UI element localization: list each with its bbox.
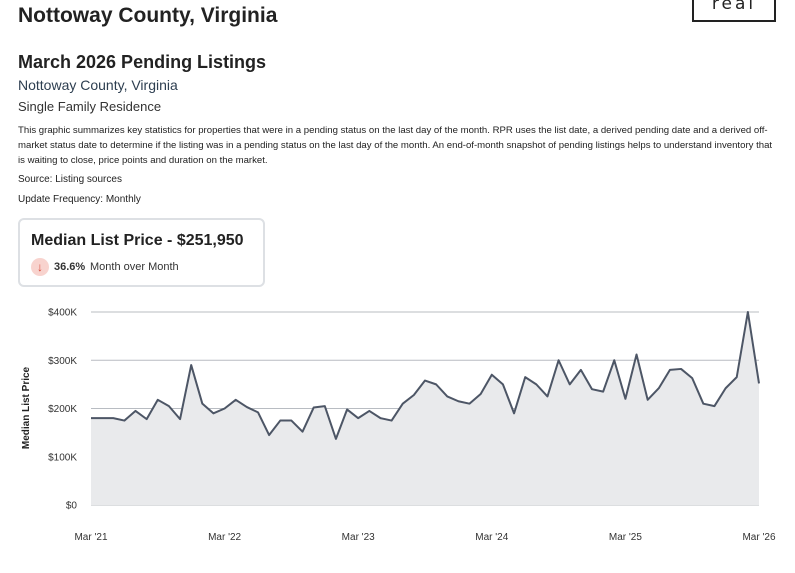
y-tick-label: $100K xyxy=(48,452,77,463)
x-tick-label: Mar '21 xyxy=(74,532,107,543)
county-title: Nottoway County, Virginia xyxy=(18,4,278,27)
frequency-value: Monthly xyxy=(105,194,141,205)
x-tick-label: Mar '24 xyxy=(475,532,508,543)
frequency-label: Update Frequency: xyxy=(18,194,104,205)
change-percent: 36.6% xyxy=(54,261,86,273)
source-row: Source: Listing sources xyxy=(18,174,122,185)
x-tick-label: Mar '22 xyxy=(208,532,241,543)
report-location: Nottoway County, Virginia xyxy=(18,77,178,93)
arrow-down-icon: ↓ xyxy=(31,258,49,276)
y-tick-label: $0 xyxy=(66,501,78,512)
brand-logo: real xyxy=(692,0,776,22)
median-price-chart: $0 $100K $200K $300K $400K Mar '21 Mar '22 Mar… xyxy=(21,308,776,544)
y-tick-label: $200K xyxy=(48,404,77,415)
source-value: Listing sources xyxy=(55,174,122,185)
report-title: March 2026 Pending Listings xyxy=(18,52,267,72)
change-label: Month over Month xyxy=(90,261,179,273)
x-tick-label: Mar '26 xyxy=(742,532,775,543)
card-title: Median List Price - $251,950 xyxy=(31,232,244,249)
report-description: This graphic summarizes key statistics f… xyxy=(18,125,773,166)
frequency-row: Update Frequency: Monthly xyxy=(18,194,141,205)
report-property-type: Single Family Residence xyxy=(18,99,162,114)
x-tick-label: Mar '23 xyxy=(342,532,375,543)
median-price-card: Median List Price - $251,950 ↓ 36.6% Mon… xyxy=(18,218,265,287)
y-tick-label: $300K xyxy=(48,356,77,367)
y-axis-label: Median List Price xyxy=(21,366,32,449)
y-tick-label: $400K xyxy=(48,308,77,319)
series-area xyxy=(91,312,759,505)
x-tick-label: Mar '25 xyxy=(609,532,642,543)
series-line xyxy=(91,311,760,440)
source-label: Source: xyxy=(18,174,53,185)
